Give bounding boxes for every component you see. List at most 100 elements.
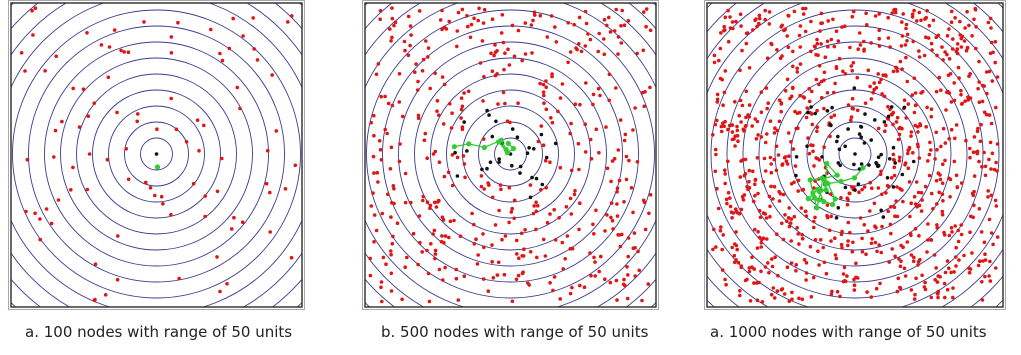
sensor-node-unreached (402, 39, 407, 44)
sensor-node-unreached (959, 45, 964, 49)
panel-100-nodes (8, 0, 305, 310)
sensor-node-unreached (951, 295, 955, 300)
sensor-node-reached (911, 159, 916, 164)
sensor-node-unreached (420, 250, 424, 254)
sensor-node-reached (540, 182, 545, 187)
sensor-node-unreached (906, 151, 910, 156)
sensor-node-unreached (979, 122, 983, 127)
sensor-node-unreached (477, 6, 481, 11)
sensor-node-unreached (560, 240, 565, 245)
sensor-node-unreached (807, 99, 812, 104)
sensor-node-unreached (780, 54, 784, 58)
sensor-node-unreached (421, 57, 426, 62)
sensor-node-unreached (286, 20, 290, 24)
sensor-node-unreached (959, 92, 963, 97)
sensor-node-unreached (734, 258, 738, 262)
sensor-node-unreached (174, 127, 179, 132)
sensor-node-unreached (937, 75, 942, 80)
sensor-node-unreached (815, 108, 819, 113)
sensor-node-unreached (988, 279, 993, 283)
sensor-node-unreached (425, 156, 429, 160)
sensor-node-unreached (605, 166, 610, 171)
sensor-node-unreached (724, 197, 729, 202)
sensor-node-unreached (586, 32, 590, 36)
sensor-node-unreached (542, 93, 546, 98)
sensor-node-unreached (854, 261, 858, 266)
sensor-node-unreached (602, 52, 607, 57)
sensor-node-unreached (578, 201, 582, 205)
sensor-node-unreached (466, 89, 471, 94)
sensor-node-unreached (987, 217, 992, 222)
sensor-node-unreached (795, 70, 800, 74)
sensor-node-unreached (468, 35, 473, 40)
sensor-node-unreached (940, 181, 945, 185)
sensor-node-unreached (746, 113, 750, 117)
sensor-node-unreached (797, 242, 801, 246)
sensor-node-unreached (929, 295, 934, 300)
sensor-node-reached (852, 162, 856, 167)
sensor-node-reached (497, 157, 501, 161)
sensor-node-unreached (832, 44, 837, 49)
sensor-node-unreached (536, 139, 541, 144)
sensor-node-unreached (389, 145, 394, 150)
sensor-node-unreached (148, 186, 153, 190)
sensor-node-unreached (119, 48, 123, 53)
sensor-node-unreached (169, 35, 174, 39)
sensor-node-unreached (99, 43, 104, 47)
sensor-node-unreached (428, 86, 432, 91)
sensor-node-unreached (719, 31, 723, 35)
sensor-node-unreached (994, 204, 999, 208)
sensor-node-unreached (779, 25, 783, 29)
sensor-node-unreached (713, 122, 718, 127)
sensor-node-unreached (953, 136, 957, 141)
sensor-node-reached (902, 105, 907, 110)
sensor-node-unreached (913, 103, 918, 108)
sensor-node-unreached (479, 184, 484, 189)
sensor-node-unreached (722, 24, 726, 29)
sensor-node-reached (882, 120, 887, 124)
sensor-node-unreached (891, 69, 896, 74)
sensor-node-unreached (980, 99, 985, 104)
sensor-node-unreached (798, 24, 803, 28)
sensor-node-unreached (947, 136, 951, 141)
sensor-node-unreached (368, 273, 373, 278)
sensor-node-unreached (71, 86, 75, 91)
sensor-node-unreached (849, 64, 854, 68)
sensor-node-unreached (726, 8, 730, 13)
sensor-node-unreached (502, 67, 506, 72)
sensor-node-unreached (794, 126, 798, 131)
sensor-node-unreached (761, 180, 766, 184)
sensor-node-unreached (455, 44, 459, 49)
sensor-node-unreached (774, 168, 779, 173)
routing-path-node (498, 137, 504, 143)
routing-path-node (481, 144, 487, 151)
caption-1000-nodes: a. 1000 nodes with range of 50 units (710, 323, 987, 341)
sensor-node-unreached (925, 250, 929, 254)
sensor-node-unreached (728, 204, 733, 209)
sensor-node-unreached (822, 106, 826, 111)
sensor-node-unreached (849, 115, 854, 119)
sensor-node-unreached (293, 163, 298, 168)
sensor-node-unreached (826, 44, 830, 49)
sensor-node-unreached (895, 185, 899, 189)
sensor-node-unreached (405, 255, 409, 260)
sensor-node-unreached (460, 125, 465, 129)
sensor-node-unreached (510, 23, 515, 28)
sensor-node-unreached (420, 69, 425, 73)
sensor-node-reached (889, 105, 894, 109)
sensor-node-reached (825, 109, 830, 113)
sensor-node-unreached (893, 7, 898, 12)
sensor-node-unreached (971, 193, 976, 197)
sensor-node-reached (544, 155, 549, 160)
sensor-node-unreached (984, 70, 989, 74)
sensor-node-unreached (902, 98, 907, 102)
sensor-node-unreached (770, 42, 774, 47)
sensor-node-unreached (943, 50, 947, 54)
sensor-node-unreached (843, 279, 848, 284)
sensor-node-unreached (898, 186, 902, 191)
sensor-node-unreached (635, 51, 639, 56)
sensor-node-unreached (107, 45, 112, 49)
routing-path-node (824, 160, 830, 167)
sensor-node-unreached (454, 267, 458, 272)
sensor-node-unreached (767, 194, 772, 199)
